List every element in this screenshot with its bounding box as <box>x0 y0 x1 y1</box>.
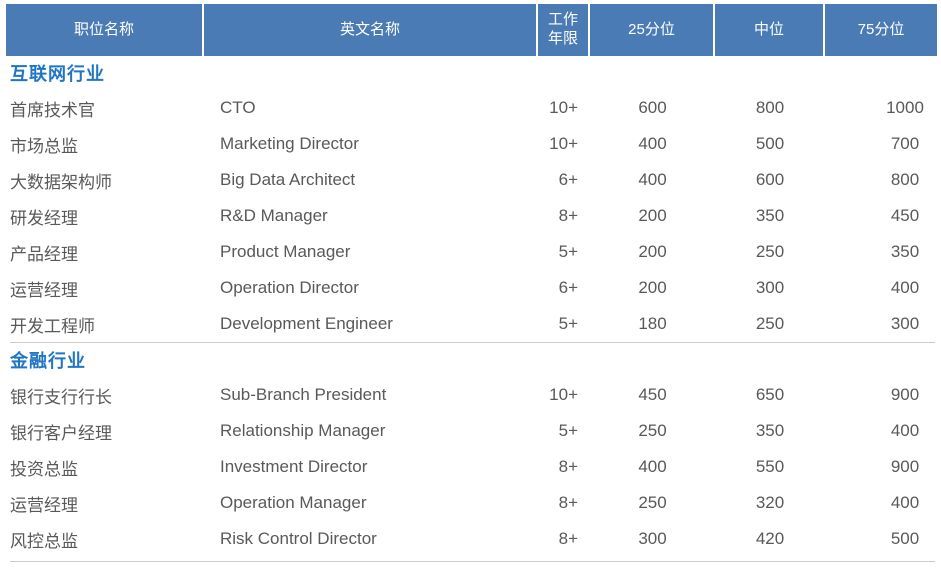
table-row: 风控总监 Risk Control Director 8+ 300 420 50… <box>6 521 937 557</box>
english-name-cell: Development Engineer <box>220 314 393 333</box>
position-cell: 首席技术官 <box>10 100 95 120</box>
english-name-cell: Marketing Director <box>220 134 359 153</box>
median-cell: 800 <box>755 98 785 117</box>
work-years-cell: 8+ <box>558 529 578 548</box>
header-median: 中位 <box>715 4 823 56</box>
header-75th-percentile: 75分位 <box>825 4 937 56</box>
p25-cell: 400 <box>638 134 667 153</box>
work-years-cell: 8+ <box>558 457 578 476</box>
work-years-cell: 6+ <box>558 170 578 189</box>
work-years-cell: 10+ <box>549 134 578 153</box>
work-years-cell: 5+ <box>558 421 578 440</box>
p75-cell: 1000 <box>886 98 924 117</box>
median-cell: 420 <box>755 529 785 548</box>
table-header-row: 职位名称 英文名称 工作年限 25分位 中位 75分位 <box>6 4 937 56</box>
median-cell: 320 <box>755 493 785 512</box>
p75-cell: 900 <box>890 385 920 404</box>
section-title: 金融行业 <box>10 351 86 371</box>
median-cell: 300 <box>755 278 785 297</box>
median-cell: 550 <box>755 457 785 476</box>
position-cell: 银行支行行长 <box>10 387 112 407</box>
median-cell: 250 <box>755 242 785 261</box>
work-years-cell: 10+ <box>549 98 578 117</box>
p75-cell: 700 <box>890 134 920 153</box>
position-cell: 投资总监 <box>10 459 78 479</box>
median-cell: 250 <box>755 314 785 333</box>
table-row: 首席技术官 CTO 10+ 600 800 1000 <box>6 90 937 126</box>
p25-cell: 200 <box>638 206 667 225</box>
english-name-cell: Risk Control Director <box>220 529 377 548</box>
section-title: 互联网行业 <box>10 64 105 84</box>
work-years-cell: 8+ <box>558 493 578 512</box>
p25-cell: 200 <box>638 278 667 297</box>
position-cell: 运营经理 <box>10 280 78 300</box>
section-divider <box>10 342 935 343</box>
english-name-cell: Sub-Branch President <box>220 385 387 404</box>
english-name-cell: Operation Director <box>220 278 359 297</box>
median-cell: 350 <box>755 421 785 440</box>
p75-cell: 400 <box>890 421 920 440</box>
median-cell: 350 <box>755 206 785 225</box>
header-english-name: 英文名称 <box>204 4 536 56</box>
work-years-cell: 5+ <box>558 242 578 261</box>
table-row: 开发工程师 Development Engineer 5+ 180 250 30… <box>6 306 937 342</box>
p25-cell: 200 <box>638 242 667 261</box>
header-position: 职位名称 <box>6 4 202 56</box>
work-years-cell: 6+ <box>558 278 578 297</box>
p25-cell: 180 <box>638 314 667 333</box>
median-cell: 650 <box>755 385 785 404</box>
english-name-cell: R&D Manager <box>220 206 328 225</box>
table-row: 研发经理 R&D Manager 8+ 200 350 450 <box>6 198 937 234</box>
table-row: 大数据架构师 Big Data Architect 6+ 400 600 800 <box>6 162 937 198</box>
position-cell: 运营经理 <box>10 495 78 515</box>
median-cell: 600 <box>755 170 785 189</box>
position-cell: 银行客户经理 <box>10 423 112 443</box>
position-cell: 研发经理 <box>10 208 78 228</box>
p75-cell: 400 <box>890 493 920 512</box>
p75-cell: 500 <box>890 529 920 548</box>
english-name-cell: Product Manager <box>220 242 351 261</box>
p75-cell: 800 <box>890 170 920 189</box>
p75-cell: 400 <box>890 278 920 297</box>
english-name-cell: Big Data Architect <box>220 170 356 189</box>
p25-cell: 450 <box>638 385 667 404</box>
position-cell: 市场总监 <box>10 136 78 156</box>
p75-cell: 300 <box>890 314 920 333</box>
p75-cell: 900 <box>890 457 920 476</box>
english-name-cell: Operation Manager <box>220 493 367 512</box>
table-row: 产品经理 Product Manager 5+ 200 250 350 <box>6 234 937 270</box>
work-years-cell: 5+ <box>558 314 578 333</box>
median-cell: 500 <box>755 134 785 153</box>
p25-cell: 400 <box>638 170 667 189</box>
p25-cell: 400 <box>638 457 667 476</box>
header-work-years: 工作年限 <box>538 4 588 56</box>
position-cell: 产品经理 <box>10 244 78 264</box>
position-cell: 开发工程师 <box>10 316 95 336</box>
english-name-cell: Relationship Manager <box>220 421 386 440</box>
salary-table: 职位名称 英文名称 工作年限 25分位 中位 75分位 互联网行业 首席技术官 … <box>6 4 937 562</box>
section-header-internet: 互联网行业 <box>6 56 937 90</box>
table-row: 投资总监 Investment Director 8+ 400 550 900 <box>6 449 937 485</box>
table-row: 银行支行行长 Sub-Branch President 10+ 450 650 … <box>6 377 937 413</box>
p25-cell: 300 <box>638 529 667 548</box>
p75-cell: 350 <box>890 242 920 261</box>
work-years-cell: 10+ <box>549 385 578 404</box>
p25-cell: 250 <box>638 493 667 512</box>
table-row: 市场总监 Marketing Director 10+ 400 500 700 <box>6 126 937 162</box>
english-name-cell: Investment Director <box>220 457 368 476</box>
table-row: 银行客户经理 Relationship Manager 5+ 250 350 4… <box>6 413 937 449</box>
p75-cell: 450 <box>890 206 920 225</box>
section-header-finance: 金融行业 <box>6 343 937 377</box>
header-25th-percentile: 25分位 <box>590 4 713 56</box>
p25-cell: 250 <box>638 421 667 440</box>
table-row: 运营经理 Operation Manager 8+ 250 320 400 <box>6 485 937 521</box>
work-years-cell: 8+ <box>558 206 578 225</box>
bottom-divider <box>10 561 935 562</box>
position-cell: 大数据架构师 <box>10 172 112 192</box>
p25-cell: 600 <box>638 98 667 117</box>
table-row: 运营经理 Operation Director 6+ 200 300 400 <box>6 270 937 306</box>
position-cell: 风控总监 <box>10 531 78 551</box>
english-name-cell: CTO <box>220 98 256 117</box>
